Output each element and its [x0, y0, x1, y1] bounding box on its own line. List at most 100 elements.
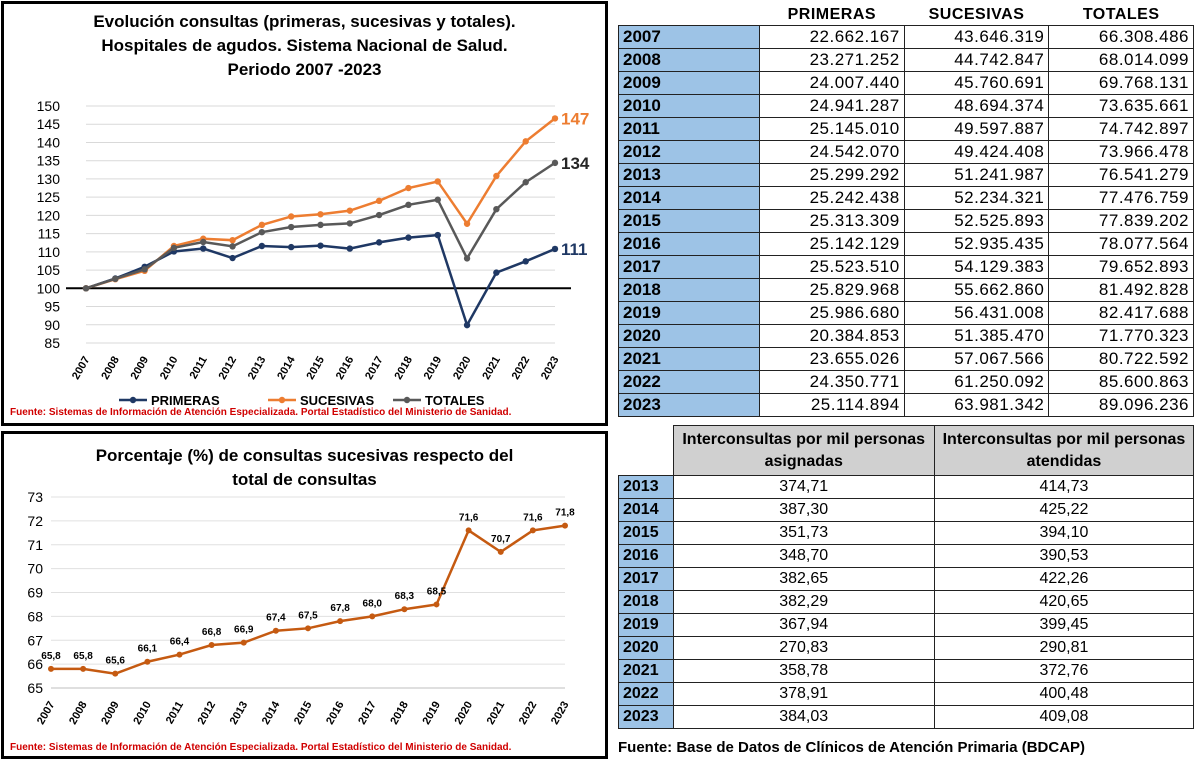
table-cell: 384,03	[672, 705, 935, 729]
table-row: 2013 374,71 414,73	[618, 475, 1195, 499]
table-cell: 378,91	[672, 682, 935, 706]
table-row: 2018 382,29 420,65	[618, 590, 1195, 614]
table-row: 2018 25.829.968 55.662.860 81.492.828	[618, 278, 1194, 302]
table-cell: 68.014.099	[1048, 48, 1194, 72]
table-cell: 25.313.309	[759, 209, 905, 233]
data-point	[493, 269, 500, 276]
data-point	[272, 627, 279, 634]
table-cell: 24.350.771	[759, 370, 905, 394]
chart2-source: Fuente: Sistemas de Información de Atenc…	[10, 742, 512, 753]
table-cell: 80.722.592	[1048, 347, 1194, 371]
percentage-chart-panel: Porcentaje (%) de consultas sucesivas re…	[1, 431, 608, 759]
table-cell: 372,76	[933, 659, 1195, 683]
data-label: 66,1	[138, 644, 158, 655]
table-cell: 74.742.897	[1048, 117, 1194, 141]
chart2-title: Porcentaje (%) de consultas sucesivas re…	[4, 444, 605, 492]
data-label: 67,8	[330, 603, 350, 614]
table-header-primeras: PRIMERAS	[787, 6, 877, 23]
table-cell: 399,45	[933, 613, 1195, 637]
x-tick-label: 2023	[549, 700, 572, 727]
data-point	[240, 639, 247, 646]
data-point	[176, 651, 183, 658]
table-cell: 25.242.438	[759, 186, 905, 210]
x-tick-label: 2022	[517, 700, 540, 727]
y-tick-label: 69	[27, 585, 43, 601]
data-point	[112, 670, 119, 677]
table-cell: 290,81	[933, 636, 1195, 660]
end-value-label: 147	[561, 109, 589, 128]
table2-source: Fuente: Base de Datos de Clínicos de Ate…	[618, 739, 1086, 756]
table-cell: 69.768.131	[1048, 71, 1194, 95]
row-year: 2022	[618, 370, 760, 394]
x-tick-label: 2010	[131, 700, 154, 727]
legend-marker	[129, 396, 137, 404]
data-point	[287, 243, 295, 251]
table-row: 2012 24.542.070 49.424.408 73.966.478	[618, 140, 1194, 164]
data-label: 71,6	[459, 512, 479, 523]
table-cell: 25.986.680	[759, 301, 905, 325]
data-label: 65,8	[41, 651, 61, 662]
data-point	[551, 159, 559, 167]
x-tick-label: 2016	[334, 355, 357, 382]
data-label: 67,5	[298, 610, 318, 621]
x-tick-label: 2021	[480, 355, 503, 382]
table-cell: 348,70	[672, 544, 935, 568]
data-point	[401, 606, 408, 613]
table-row: 2014 25.242.438 52.234.321 77.476.759	[618, 186, 1194, 210]
table-cell: 425,22	[933, 498, 1195, 522]
row-year: 2011	[618, 117, 760, 141]
data-point	[229, 254, 236, 262]
table-cell: 56.431.008	[903, 301, 1050, 325]
row-year: 2021	[618, 347, 760, 371]
y-tick-label: 145	[37, 116, 61, 132]
row-year: 2017	[618, 567, 674, 591]
chart2-title-line: total de consultas	[232, 470, 377, 489]
x-tick-label: 2011	[164, 700, 186, 727]
table-cell: 82.417.688	[1048, 301, 1194, 325]
chart1-title-line: Periodo 2007 -2023	[227, 60, 382, 79]
data-label: 71,6	[523, 512, 543, 523]
table-row: 2015 25.313.309 52.525.893 77.839.202	[618, 209, 1194, 233]
x-tick-label: 2015	[292, 700, 315, 727]
table-cell: 52.525.893	[903, 209, 1050, 233]
table-cell: 400,48	[933, 682, 1195, 706]
y-tick-label: 135	[37, 153, 61, 169]
y-tick-label: 72	[27, 513, 43, 529]
data-point	[522, 258, 529, 265]
data-point	[317, 211, 324, 218]
data-point	[529, 527, 536, 534]
table-row: 2016 25.142.129 52.935.435 78.077.564	[618, 232, 1194, 256]
data-point	[305, 625, 311, 632]
data-point	[375, 197, 383, 204]
table-cell: 23.655.026	[759, 347, 905, 371]
table-cell: 76.541.279	[1048, 163, 1194, 187]
consultas-table-body: 2007 22.662.167 43.646.319 66.308.486 2008 23…	[618, 25, 1194, 417]
table-row: 2010 24.941.287 48.694.374 73.635.661	[618, 94, 1194, 118]
table-cell: 79.652.893	[1048, 255, 1194, 279]
data-point	[493, 205, 500, 213]
table-cell: 25.142.129	[759, 232, 905, 256]
data-label: 71,8	[555, 508, 575, 519]
table-header-totales: TOTALES	[1082, 6, 1160, 23]
row-year: 2013	[618, 475, 674, 499]
y-tick-label: 130	[37, 171, 61, 187]
table-cell: 44.742.847	[903, 48, 1050, 72]
table-cell: 85.600.863	[1048, 370, 1194, 394]
table-cell: 73.966.478	[1048, 140, 1194, 164]
end-value-label: 134	[561, 154, 590, 173]
chart1-title-line: Evolución consultas (primeras, sucesivas…	[93, 12, 516, 31]
x-tick-label: 2019	[420, 700, 443, 727]
data-point	[551, 115, 559, 122]
data-point	[465, 527, 472, 534]
table-header-sucesivas: SUCESIVAS	[928, 6, 1025, 23]
y-tick-label: 120	[37, 207, 61, 223]
table-cell: 55.662.860	[903, 278, 1050, 302]
x-tick-label: 2012	[217, 355, 240, 382]
table-cell: 382,29	[672, 590, 935, 614]
data-label: 67,4	[266, 613, 286, 624]
table-cell: 351,73	[672, 521, 935, 545]
data-point	[346, 245, 354, 252]
table-cell: 49.597.887	[903, 117, 1050, 141]
data-point	[80, 665, 87, 672]
table-row: 2017 25.523.510 54.129.383 79.652.893	[618, 255, 1194, 279]
